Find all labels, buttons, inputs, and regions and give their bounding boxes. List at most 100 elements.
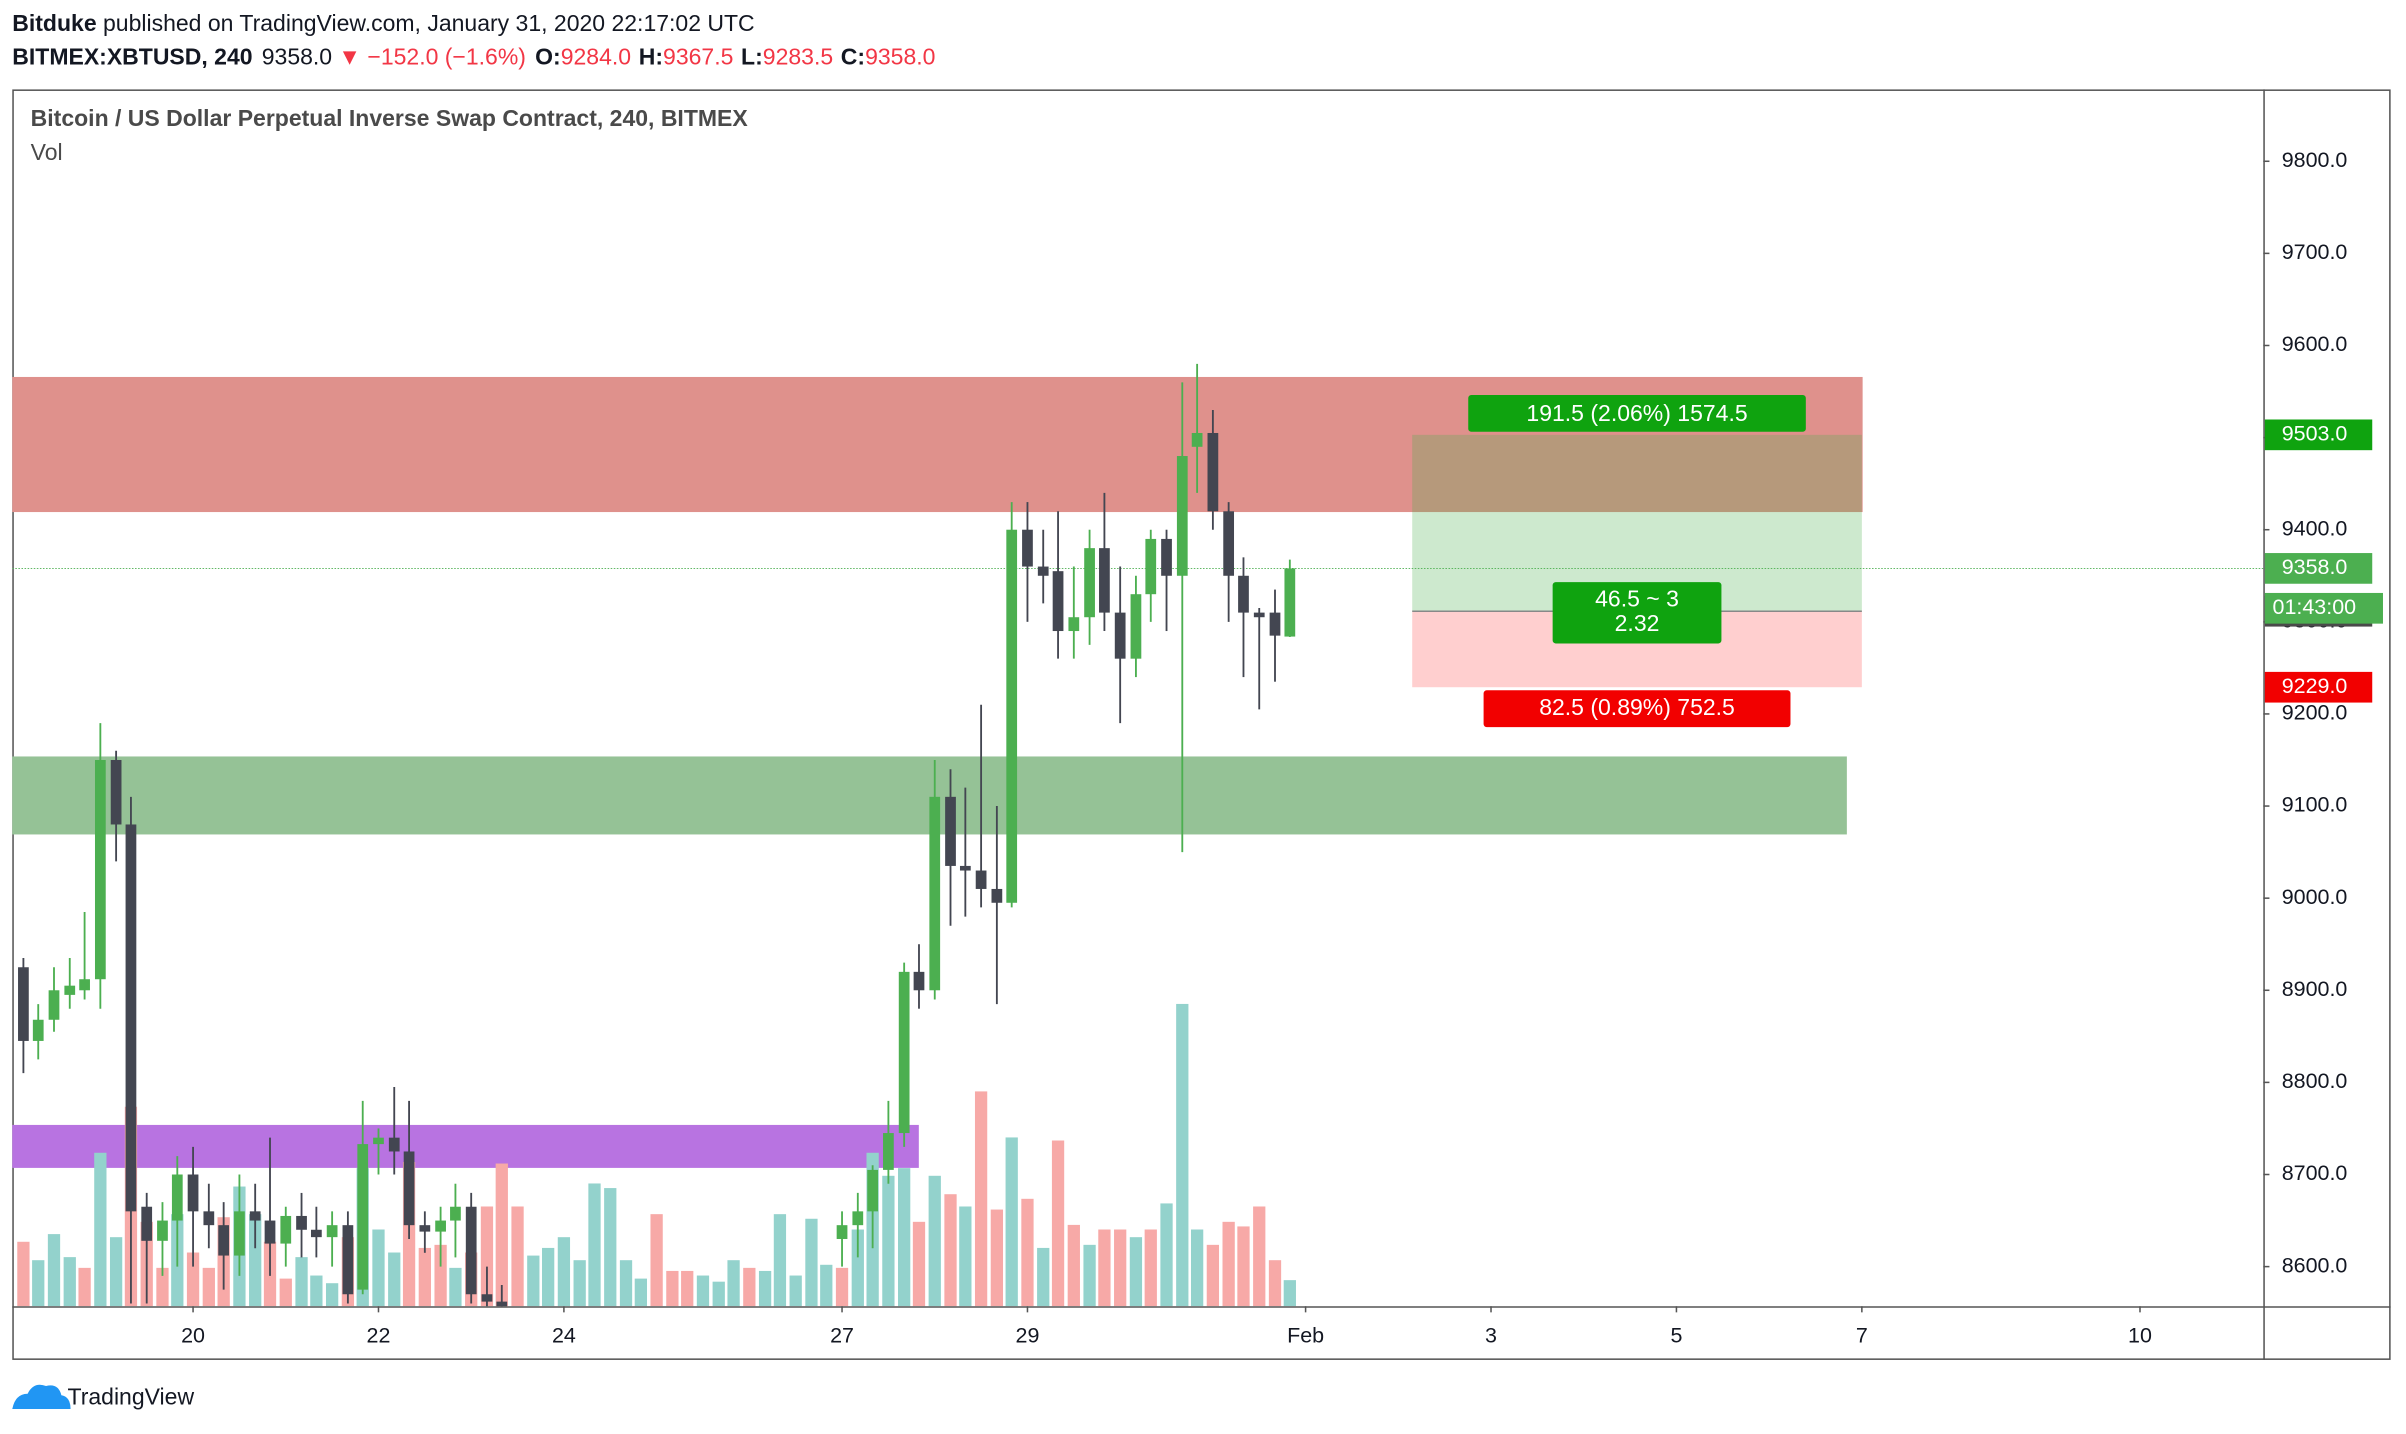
zone [12,756,1847,835]
volume-bar [1098,1229,1111,1307]
x-tick-label: Feb [1287,1324,1324,1348]
l: 9283.5 [763,44,833,70]
published: published on TradingView.com, January 31… [97,10,755,36]
volume-bar [388,1252,401,1307]
volume-bar [634,1278,647,1307]
volume-bar [310,1275,323,1307]
profit-zone [1412,434,1862,612]
candle-body [187,1174,199,1212]
volume-bar [511,1206,524,1307]
volume-bar [619,1260,633,1307]
x-tick-label: 3 [1485,1324,1497,1348]
volume-bar [1005,1137,1018,1307]
candle-body [79,979,90,991]
symbol: BITMEX:XBTUSD, 240 [12,44,252,70]
o-label: O: [535,44,561,70]
candle-body [1114,612,1126,659]
volume-bar [295,1257,308,1307]
volume-bar [418,1247,431,1307]
x-tick-label: 7 [1856,1324,1868,1348]
candle-body [32,1019,44,1041]
volume-bar [990,1209,1004,1307]
x-tick-label: 24 [552,1324,576,1348]
volume-bar [1190,1229,1204,1307]
volume-bar [542,1247,555,1307]
x-tick-label: 5 [1670,1324,1682,1348]
candle-body [975,870,987,889]
l-label: L: [741,44,763,70]
y-tick-label: 9700.0 [2282,240,2348,264]
volume-bar [1160,1203,1173,1307]
stop-label: 82.5 (0.89%) 752.5 [1539,694,1735,720]
candle-body [1238,575,1249,613]
candle-body [1161,538,1172,576]
y-tick-label: 8800.0 [2282,1069,2348,1093]
volume-bar [1037,1247,1050,1307]
candle-body [929,796,941,991]
candle-body [18,967,29,1041]
x-tick-label: 20 [181,1324,205,1348]
candle-body [481,1294,493,1302]
candle-body [203,1211,215,1226]
candle-body [913,971,925,991]
volume-bar [851,1229,864,1307]
x-tick-label: 27 [830,1324,854,1348]
volume-bar [186,1252,200,1307]
candle-body [836,1225,848,1239]
volume-bar [773,1214,787,1307]
volume-bar [835,1267,849,1307]
candle-body [1037,566,1049,576]
candle-body [1084,548,1095,618]
volume-bar [249,1214,262,1307]
c: 9358.0 [865,44,935,70]
candle-body [64,985,76,995]
candle-body [465,1206,477,1295]
volume-bar [202,1267,215,1307]
volume-bar [527,1255,540,1307]
symbol-line: BITMEX:XBTUSD, 240 9358.0 ▼ −152.0 (−1.6%)… [12,44,935,70]
candle-body [496,1301,508,1307]
candle-body [110,759,122,825]
candle-body [373,1137,384,1145]
brand: TradingView [68,1383,195,1409]
candle-body [1006,529,1018,903]
volume-bar [650,1214,663,1307]
candle-body [450,1206,461,1221]
volume-bar [279,1278,292,1307]
h-label: H: [639,44,663,70]
y-tick-label: 9800.0 [2282,148,2348,172]
volume-bar [1067,1224,1080,1307]
candle-body [280,1215,292,1244]
volume-bar [928,1175,941,1307]
volume-bar [17,1241,30,1307]
candle-body [296,1215,307,1230]
candle-body [234,1211,245,1256]
candle-body [326,1225,338,1238]
volume-bar [156,1267,169,1307]
price-label-box [2264,553,2373,584]
candle-body [852,1211,864,1226]
candle-body [94,759,106,980]
volume-bar [588,1183,601,1307]
volume-bar [1206,1244,1220,1307]
o: 9284.0 [561,44,631,70]
candle-body [1176,456,1188,576]
target-label-box [1468,394,1806,432]
c-label: C: [841,44,865,70]
last: 9358.0 [262,44,332,70]
candle-body [1253,612,1265,618]
price-label: 9358.0 [2282,555,2348,579]
candle-body [898,971,910,1134]
candle-body [1099,548,1110,613]
price-label-box [2264,419,2373,451]
candle-body [883,1133,894,1170]
volume-bar [1021,1198,1034,1307]
target-label: 191.5 (2.06%) 1574.5 [1526,400,1747,426]
candle-body [249,1211,261,1221]
y-tick-label: 8600.0 [2282,1253,2348,1277]
candle-body [1284,568,1296,637]
price-label: 9503.0 [2282,422,2348,446]
ratio-label: 46.5 ~ 3 [1595,586,1679,612]
header-line: Bitduke published on TradingView.com, Ja… [12,10,754,36]
